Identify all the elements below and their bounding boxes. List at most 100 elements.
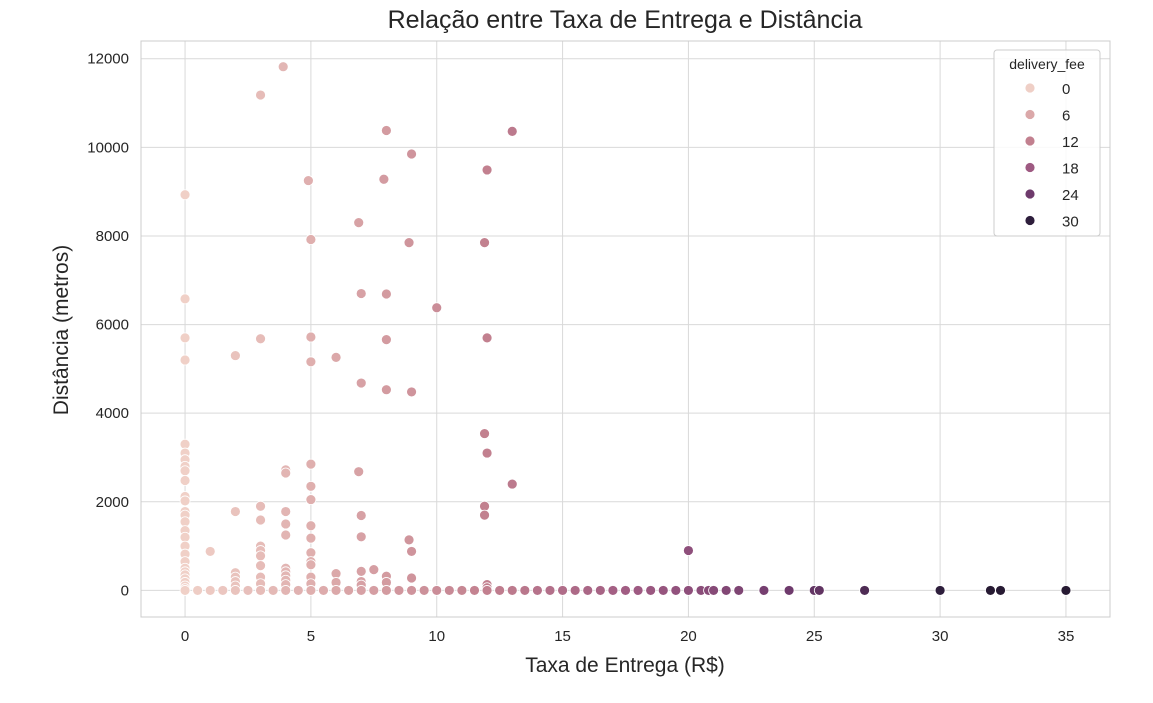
data-point bbox=[318, 585, 329, 596]
data-point bbox=[479, 428, 490, 439]
data-point bbox=[380, 384, 392, 396]
data-point bbox=[594, 585, 606, 596]
data-point bbox=[431, 302, 443, 314]
data-point bbox=[242, 585, 254, 596]
data-point bbox=[305, 585, 317, 596]
data-point bbox=[267, 585, 279, 596]
data-point bbox=[255, 514, 266, 526]
data-point bbox=[305, 480, 317, 492]
data-point bbox=[255, 585, 266, 596]
y-tick-label: 2000 bbox=[96, 494, 129, 511]
data-point bbox=[179, 495, 191, 507]
data-point bbox=[469, 585, 480, 596]
data-point bbox=[353, 217, 365, 229]
x-tick-label: 15 bbox=[554, 628, 571, 645]
data-point bbox=[985, 585, 996, 596]
data-point bbox=[380, 288, 392, 300]
data-point bbox=[479, 509, 490, 521]
data-point bbox=[355, 288, 367, 299]
data-points bbox=[179, 61, 1072, 596]
data-point bbox=[292, 585, 304, 596]
legend-box bbox=[993, 49, 1101, 237]
data-point bbox=[494, 585, 506, 596]
data-point bbox=[368, 585, 380, 596]
data-point bbox=[620, 585, 631, 596]
data-point bbox=[330, 351, 342, 363]
data-point bbox=[305, 520, 317, 532]
data-point bbox=[255, 89, 266, 101]
data-point bbox=[229, 506, 241, 517]
data-point bbox=[179, 585, 191, 596]
x-tick-label: 20 bbox=[680, 628, 697, 645]
data-point bbox=[305, 331, 317, 343]
data-point bbox=[481, 332, 493, 344]
x-tick-label: 30 bbox=[932, 628, 949, 645]
data-point bbox=[720, 585, 732, 596]
data-point bbox=[229, 350, 241, 361]
data-point bbox=[229, 585, 241, 596]
data-point bbox=[733, 585, 745, 596]
data-point bbox=[204, 546, 216, 557]
data-point bbox=[813, 585, 825, 596]
data-point bbox=[380, 585, 392, 596]
data-point bbox=[683, 545, 694, 556]
data-point bbox=[343, 585, 355, 596]
data-point bbox=[192, 585, 204, 596]
data-point bbox=[179, 475, 191, 486]
data-point bbox=[305, 494, 317, 505]
data-point bbox=[443, 585, 455, 596]
chart-title: Relação entre Taxa de Entrega e Distânci… bbox=[388, 6, 863, 34]
data-point bbox=[368, 564, 380, 575]
data-point bbox=[378, 173, 390, 185]
data-point bbox=[406, 386, 417, 398]
legend-marker bbox=[1024, 109, 1036, 120]
data-point bbox=[783, 585, 795, 596]
data-point bbox=[479, 237, 490, 249]
data-point bbox=[305, 356, 317, 368]
y-tick-label: 10000 bbox=[87, 139, 129, 156]
legend-label: 24 bbox=[1062, 187, 1079, 204]
data-point bbox=[758, 585, 770, 596]
y-tick-label: 8000 bbox=[96, 228, 129, 245]
tick-labels: 0 5 10 15 20 25 30 35 0 2000 4000 6000 8000 10000 1200… bbox=[87, 51, 1074, 645]
data-point bbox=[582, 585, 594, 596]
data-point bbox=[280, 585, 292, 596]
data-point bbox=[995, 585, 1006, 596]
data-point bbox=[431, 585, 443, 596]
data-point bbox=[519, 585, 531, 596]
x-tick-label: 25 bbox=[806, 628, 823, 645]
data-point bbox=[506, 125, 518, 137]
data-point bbox=[657, 585, 669, 596]
legend-marker bbox=[1024, 82, 1036, 94]
data-point bbox=[380, 125, 392, 136]
data-point bbox=[217, 585, 229, 596]
data-point bbox=[305, 458, 317, 470]
data-point bbox=[481, 164, 493, 176]
legend-marker bbox=[1024, 135, 1036, 147]
data-point bbox=[255, 500, 266, 512]
data-point bbox=[179, 465, 191, 477]
data-point bbox=[481, 585, 493, 596]
data-point bbox=[708, 585, 719, 596]
x-tick-label: 5 bbox=[307, 628, 315, 645]
data-point bbox=[280, 518, 292, 530]
data-point bbox=[355, 565, 367, 577]
data-point bbox=[645, 585, 657, 596]
data-point bbox=[934, 585, 946, 596]
y-tick-label: 12000 bbox=[87, 51, 129, 68]
x-tick-label: 35 bbox=[1058, 628, 1075, 645]
data-point bbox=[355, 585, 367, 596]
y-tick-label: 6000 bbox=[96, 317, 129, 334]
legend-label: 18 bbox=[1062, 161, 1079, 178]
legend-label: 0 bbox=[1062, 81, 1070, 98]
legend-marker bbox=[1024, 162, 1036, 173]
data-point bbox=[179, 189, 191, 201]
y-axis-label: Distância (metros) bbox=[50, 245, 73, 415]
data-point bbox=[280, 529, 292, 541]
data-point bbox=[406, 546, 417, 557]
data-point bbox=[569, 585, 581, 596]
data-point bbox=[255, 560, 266, 572]
legend-title: delivery_fee bbox=[1009, 56, 1085, 72]
data-point bbox=[355, 377, 367, 389]
x-axis-label: Taxa de Entrega (R$) bbox=[525, 654, 725, 677]
